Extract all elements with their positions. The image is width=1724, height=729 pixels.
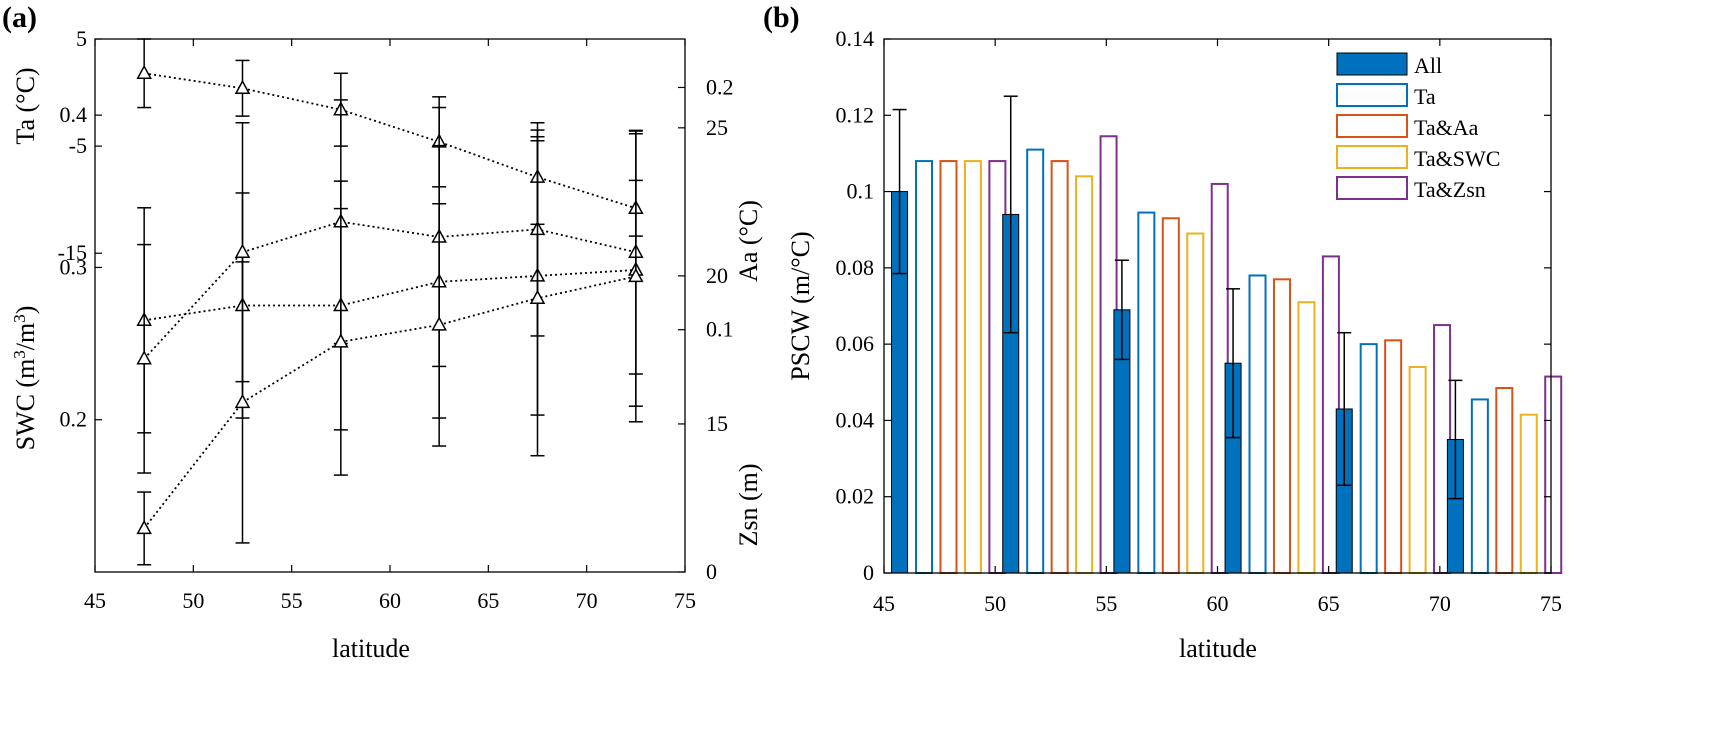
ta-ylabel: Ta (°C) xyxy=(11,67,40,144)
zsn-point xyxy=(529,289,546,304)
zsn-ylabel: Zsn (m) xyxy=(734,463,763,546)
x-tick-label: 75 xyxy=(1540,591,1562,616)
bar-ta xyxy=(1470,398,1489,575)
panel-b-legend: All Ta Ta&Aa Ta&SWC Ta&Zsn xyxy=(1336,52,1500,202)
x-tick-label: 70 xyxy=(576,588,598,613)
bar-ta-swc xyxy=(1519,413,1538,575)
x-tick-label: 65 xyxy=(1318,591,1340,616)
ta-tick-label: -5 xyxy=(69,133,87,158)
x-tick-label: 45 xyxy=(84,588,106,613)
bar-ta xyxy=(1137,211,1156,575)
panel-b-ylabel: PSCW (m/°C) xyxy=(786,231,815,380)
swc-tick-label: 0.2 xyxy=(60,407,88,432)
panel-a-xlabel: latitude xyxy=(332,634,410,663)
zsn-tick-label: 0.2 xyxy=(706,74,734,99)
x-tick-label: 70 xyxy=(1429,591,1451,616)
ta-tick-label: 5 xyxy=(76,26,87,51)
legend-label-ta-zsn: Ta&Zsn xyxy=(1414,177,1486,202)
x-tick-label: 50 xyxy=(984,591,1006,616)
y-tick-label: 0 xyxy=(863,560,874,585)
bar-ta-swc xyxy=(1186,232,1205,574)
ta-point xyxy=(234,79,251,95)
bar-ta xyxy=(1026,148,1045,574)
swc-tick-label: 0.3 xyxy=(60,254,88,279)
legend-label-ta-aa: Ta&Aa xyxy=(1414,115,1479,140)
x-tick-label: 50 xyxy=(182,588,204,613)
bar-ta-aa xyxy=(1050,160,1069,575)
zsn-tick-label: 0.1 xyxy=(706,317,734,342)
swc-point xyxy=(234,243,251,258)
ta-line xyxy=(144,72,637,210)
legend-swatch-ta-aa xyxy=(1336,114,1408,138)
bar-ta xyxy=(915,160,934,575)
bar-ta-zsn xyxy=(1544,375,1563,575)
x-tick-label: 55 xyxy=(1095,591,1117,616)
x-tick-label: 65 xyxy=(477,588,499,613)
y-tick-label: 0.14 xyxy=(836,26,875,51)
bar-ta-aa xyxy=(1495,387,1514,574)
panel-b-data xyxy=(891,95,1563,575)
aa-line xyxy=(144,269,636,322)
panel-a-data xyxy=(136,38,644,566)
zsn-point xyxy=(628,267,644,283)
y-tick-label: 0.1 xyxy=(847,179,875,204)
legend-label-all: All xyxy=(1414,53,1442,78)
aa-tick-label: 15 xyxy=(706,411,728,436)
zsn-point xyxy=(431,316,447,331)
legend-label-ta: Ta xyxy=(1414,84,1436,109)
x-tick-label: 60 xyxy=(1207,591,1229,616)
legend-swatch-ta-swc xyxy=(1336,145,1408,169)
aa-ylabel: Aa (°C) xyxy=(734,200,763,282)
legend-swatch-ta-zsn xyxy=(1336,176,1408,200)
bar-ta xyxy=(1248,274,1267,574)
x-tick-label: 75 xyxy=(674,588,696,613)
y-tick-label: 0.12 xyxy=(836,102,875,127)
ta-tick-label: -15 xyxy=(58,240,87,265)
legend-swatch-ta xyxy=(1336,83,1408,107)
y-tick-label: 0.06 xyxy=(836,331,875,356)
bar-ta-aa xyxy=(1384,339,1403,575)
y-tick-label: 0.04 xyxy=(836,407,875,432)
zsn-point xyxy=(333,333,349,348)
bar-ta-swc xyxy=(1297,301,1316,574)
bar-ta-swc xyxy=(963,160,982,575)
panel-a-axes-box xyxy=(94,38,686,573)
bar-ta-aa xyxy=(1161,217,1180,574)
y-tick-label: 0.02 xyxy=(836,484,875,509)
bar-ta-aa xyxy=(939,160,958,575)
swc-ylabel: SWC (m3/m3) xyxy=(10,306,41,451)
swc-tick-label: 0.4 xyxy=(60,102,88,127)
panel-a-label: (a) xyxy=(2,1,37,34)
panel-b-xlabel: latitude xyxy=(1179,634,1257,663)
x-tick-label: 55 xyxy=(281,588,303,613)
zsn-point xyxy=(234,393,251,409)
zsn-point xyxy=(136,519,152,535)
panel-b-axes: 45 50 55 60 65 70 75 0 0.02 0.04 0.06 0.08 0.1 0.12 0.… xyxy=(836,26,1563,616)
aa-tick-label: 20 xyxy=(706,263,728,288)
x-tick-label: 60 xyxy=(379,588,401,613)
swc-point xyxy=(136,350,152,365)
legend-swatch-all xyxy=(1336,52,1408,76)
bar-ta-aa xyxy=(1272,278,1291,574)
y-tick-label: 0.08 xyxy=(836,255,875,280)
panel-b: (b) 45 50 55 60 65 70 75 0 0.02 0.04 0.06 0.08 0.1 0.… xyxy=(763,1,1563,663)
ta-point xyxy=(136,64,152,80)
panel-a: (a) 45 50 55 60 65 70 75 5 -5 -15 15 20 25 0.2 0.3 0.4 0… xyxy=(2,1,763,663)
panel-b-label: (b) xyxy=(763,1,800,34)
panel-a-axes: 45 50 55 60 65 70 75 5 -5 -15 15 20 25 0.2 0.3 0.4 0 0.1 0… xyxy=(58,26,734,613)
bar-ta-swc xyxy=(1075,175,1094,574)
bar-ta xyxy=(1359,343,1378,574)
zsn-tick-label: 0 xyxy=(706,559,717,584)
bar-ta-swc xyxy=(1408,366,1427,574)
zsn-line xyxy=(143,275,637,529)
x-tick-label: 45 xyxy=(873,591,895,616)
aa-tick-label: 25 xyxy=(706,115,728,140)
legend-label-ta-swc: Ta&SWC xyxy=(1414,146,1500,171)
swc-line xyxy=(143,220,637,360)
